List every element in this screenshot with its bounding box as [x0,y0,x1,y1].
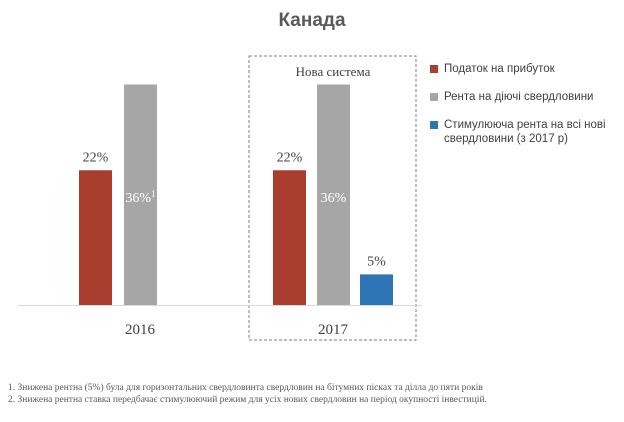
legend-label-profit-tax: Податок на прибуток [444,63,555,75]
category-label-2017: 2017 [318,322,349,338]
data-label-2017-series-2: 5% [367,254,386,269]
legend-label-new-wells-rent: Стимулююча рента на всі нові свердловини… [444,119,606,145]
legend-swatch-new-wells-rent [430,121,438,129]
legend: Податок на прибуток Рента на діючі сверд… [430,62,620,160]
data-label-2016-series-0: 22% [83,150,109,165]
footnote-2: 2. Знижена рентна ставка передбачає стим… [8,395,487,405]
chart-title: Канада [278,10,346,31]
bar-2016-series-0 [79,170,112,305]
footnote-1: 1. Знижена рентна (5%) була для горизонт… [8,383,483,393]
legend-label-existing-wells-rent: Рента на діючі свердловини [444,91,594,103]
category-label-2016: 2016 [125,322,156,338]
data-label-2017-series-0: 22% [277,150,303,165]
legend-item-new-wells-rent: Стимулююча рента на всі нові свердловини… [430,118,620,146]
legend-swatch-profit-tax [430,65,438,73]
legend-item-profit-tax: Податок на прибуток [430,62,620,76]
bar-chart: Нова система 22% 36%1 2016 22% 36% 5% 2017 [18,55,422,341]
data-label-2017-series-1: 36% [321,191,347,206]
footnotes: 1. Знижена рентна (5%) була для горизонт… [8,382,618,406]
bar-2017-series-0 [273,170,306,305]
bar-2017-series-1 [317,84,350,305]
bar-2017-series-2 [360,274,393,305]
legend-item-existing-wells-rent: Рента на діючі свердловини [430,90,620,104]
new-system-box [248,55,417,341]
data-label-2016-series-1: 36%1 [125,189,155,206]
bar-2016-series-1 [124,84,157,305]
legend-swatch-existing-wells-rent [430,93,438,101]
data-label-superscript: 1 [151,189,156,199]
new-system-label: Нова система [296,64,371,79]
